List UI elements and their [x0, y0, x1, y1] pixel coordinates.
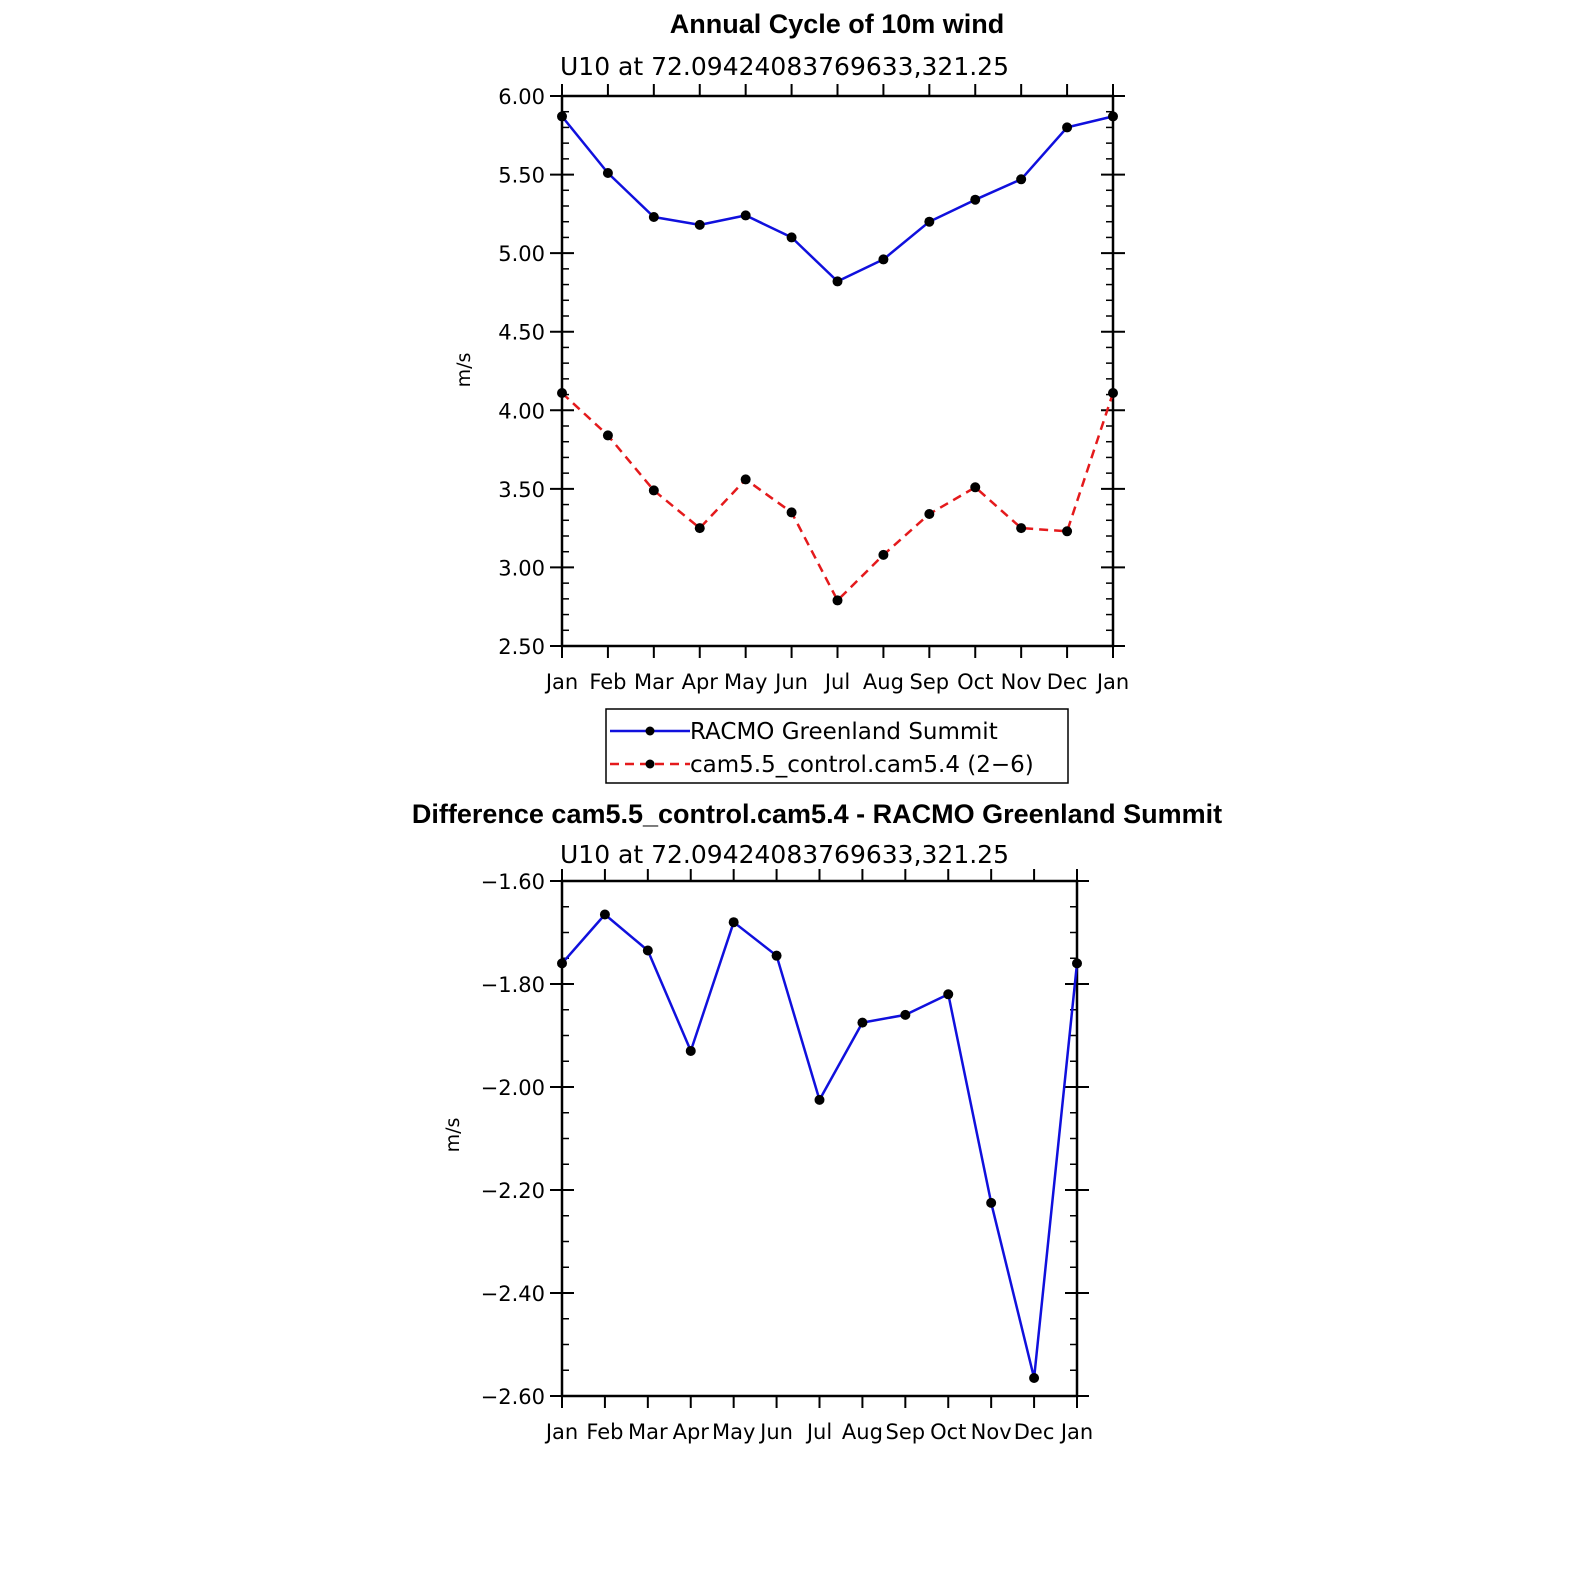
chart1-series-0-point — [1062, 122, 1073, 133]
chart1-y-tick-label: 4.00 — [498, 399, 545, 423]
chart2-x-tick-label: Mar — [628, 1420, 668, 1444]
legend-label-cam: cam5.5_control.cam5.4 (2−6) — [690, 752, 1034, 778]
chart2-x-tick-label: Jan — [544, 1420, 578, 1444]
chart1-x-tick-label: Jan — [544, 670, 578, 694]
chart1-x-tick-label: Dec — [1047, 670, 1088, 694]
chart1-y-tick-label: 4.50 — [498, 321, 545, 345]
chart2-series-0-point — [814, 1094, 825, 1105]
legend-box — [605, 708, 1069, 784]
legend-marker-racmo — [645, 726, 655, 736]
chart1-series-1-point — [1062, 526, 1073, 537]
chart2-series-0-point — [557, 958, 567, 969]
chart1-y-tick-label: 6.00 — [498, 85, 545, 109]
chart2-plot-frame — [560, 879, 1079, 1398]
chart1-series-1-point — [602, 430, 613, 441]
chart1-series-1-point — [786, 507, 797, 518]
chart1-series-0-point — [786, 232, 797, 243]
chart1-x-tick-label: Apr — [682, 670, 719, 694]
chart2-y-tick-label: −1.80 — [481, 973, 545, 997]
chart1-series-0-point — [694, 219, 705, 230]
chart2-series-0-point — [900, 1009, 911, 1020]
chart2-title: Difference cam5.5_control.cam5.4 - RACMO… — [412, 799, 1222, 829]
chart1-x-tick-label: Jun — [773, 670, 808, 694]
chart2-x-tick-label: Apr — [673, 1420, 710, 1444]
chart1-series-0-point — [878, 254, 889, 265]
chart1-x-tick-label: Aug — [863, 670, 904, 694]
chart2-x-tick-label: Jan — [1059, 1420, 1093, 1444]
chart1-y-tick-label: 5.50 — [498, 164, 545, 188]
chart2-y-tick-label: −2.00 — [481, 1076, 545, 1100]
chart1-plot: 6.00 5.50 5.00 4.50 4.00 3.50 3.00 2.50 Jan Feb Ma… — [498, 84, 1129, 694]
chart2-series-0-point — [857, 1017, 868, 1028]
chart2-y-tick-label: −2.20 — [481, 1179, 545, 1203]
chart1-y-tick-label: 3.00 — [498, 556, 545, 580]
chart2-series-0-point — [599, 909, 610, 920]
chart1-series-1-point — [557, 388, 567, 398]
chart2-series-0-point — [685, 1045, 696, 1056]
chart1-series-0-point — [740, 210, 751, 221]
chart2-series-0-point — [771, 950, 782, 961]
chart2-series-0-point — [1029, 1372, 1040, 1383]
chart2-y-tick-label: −2.40 — [481, 1282, 545, 1306]
chart2-series-0-point — [642, 945, 653, 956]
chart1-series-0-point — [1108, 111, 1118, 122]
chart1-series-0-point — [557, 111, 567, 122]
chart2-subtitle: U10 at 72.09424083769633,321.25 — [560, 840, 1009, 869]
chart1-subtitle: U10 at 72.09424083769633,321.25 — [560, 52, 1009, 81]
chart1-plot-frame — [560, 94, 1115, 648]
chart2-x-tick-label: Jul — [805, 1420, 832, 1444]
chart1-series-0-point — [970, 194, 981, 205]
chart1-series-1-point — [1108, 388, 1118, 398]
chart2-x-tick-label: Oct — [930, 1420, 966, 1444]
chart2-series-0-point — [728, 917, 739, 928]
chart2-y-tick-label: −2.60 — [481, 1385, 545, 1409]
chart2-y-axis-label: m/s — [442, 1118, 464, 1153]
chart2-x-tick-label: Dec — [1014, 1420, 1055, 1444]
chart1-series-1-point — [740, 474, 751, 485]
chart1-series-1-point — [1016, 523, 1027, 534]
chart2-x-tick-label: May — [712, 1420, 755, 1444]
chart1-x-tick-label: Jul — [823, 670, 850, 694]
chart2-series-0-point — [986, 1197, 997, 1208]
chart2-series-0-point — [943, 989, 954, 1000]
chart2-series-0-point — [1072, 958, 1082, 969]
chart1-series-1-point — [924, 509, 935, 519]
chart1-x-tick-label: Nov — [1001, 670, 1042, 694]
chart1-series-1-point — [832, 595, 843, 606]
chart2-x-tick-label: Feb — [586, 1420, 623, 1444]
chart2-x-tick-label: Aug — [842, 1420, 883, 1444]
chart1-series-1-point — [648, 485, 659, 496]
chart2-series-0-line — [561, 913, 1079, 1380]
chart1-x-tick-label: Jan — [1095, 670, 1129, 694]
chart1-y-tick-label: 2.50 — [498, 635, 545, 659]
chart2-y-tick-label: −1.60 — [481, 870, 545, 894]
chart1-legend: RACMO Greenland Summit cam5.5_control.ca… — [605, 708, 1069, 784]
chart1-x-tick-label: Feb — [589, 670, 626, 694]
chart1-series-0-point — [648, 212, 659, 222]
chart1-x-tick-label: Sep — [910, 670, 950, 694]
chart1-title: Annual Cycle of 10m wind — [670, 9, 1005, 39]
chart1-series-0-point — [832, 276, 843, 287]
chart2-x-tick-label: Nov — [971, 1420, 1012, 1444]
chart1-series-1-point — [694, 523, 705, 534]
chart1-series-0-line — [561, 115, 1114, 283]
legend-marker-cam — [645, 759, 655, 769]
chart1-series-0-point — [1016, 174, 1027, 185]
chart1-y-tick-label: 3.50 — [498, 478, 545, 502]
chart1-x-tick-label: Mar — [634, 670, 674, 694]
chart2-x-tick-label: Sep — [886, 1420, 926, 1444]
chart1-y-tick-label: 5.00 — [498, 242, 545, 266]
chart1-x-tick-label: May — [724, 670, 767, 694]
chart1-y-axis-label: m/s — [453, 353, 475, 388]
chart1-series-0-point — [602, 168, 613, 178]
chart2-x-tick-label: Jun — [758, 1420, 793, 1444]
chart1-series-1-point — [970, 482, 981, 493]
legend-label-racmo: RACMO Greenland Summit — [690, 719, 998, 745]
chart1-x-tick-label: Oct — [957, 670, 993, 694]
chart1-series-0-point — [924, 216, 935, 227]
chart1-series-1-point — [878, 549, 889, 560]
chart1-series-1-line — [561, 392, 1115, 602]
